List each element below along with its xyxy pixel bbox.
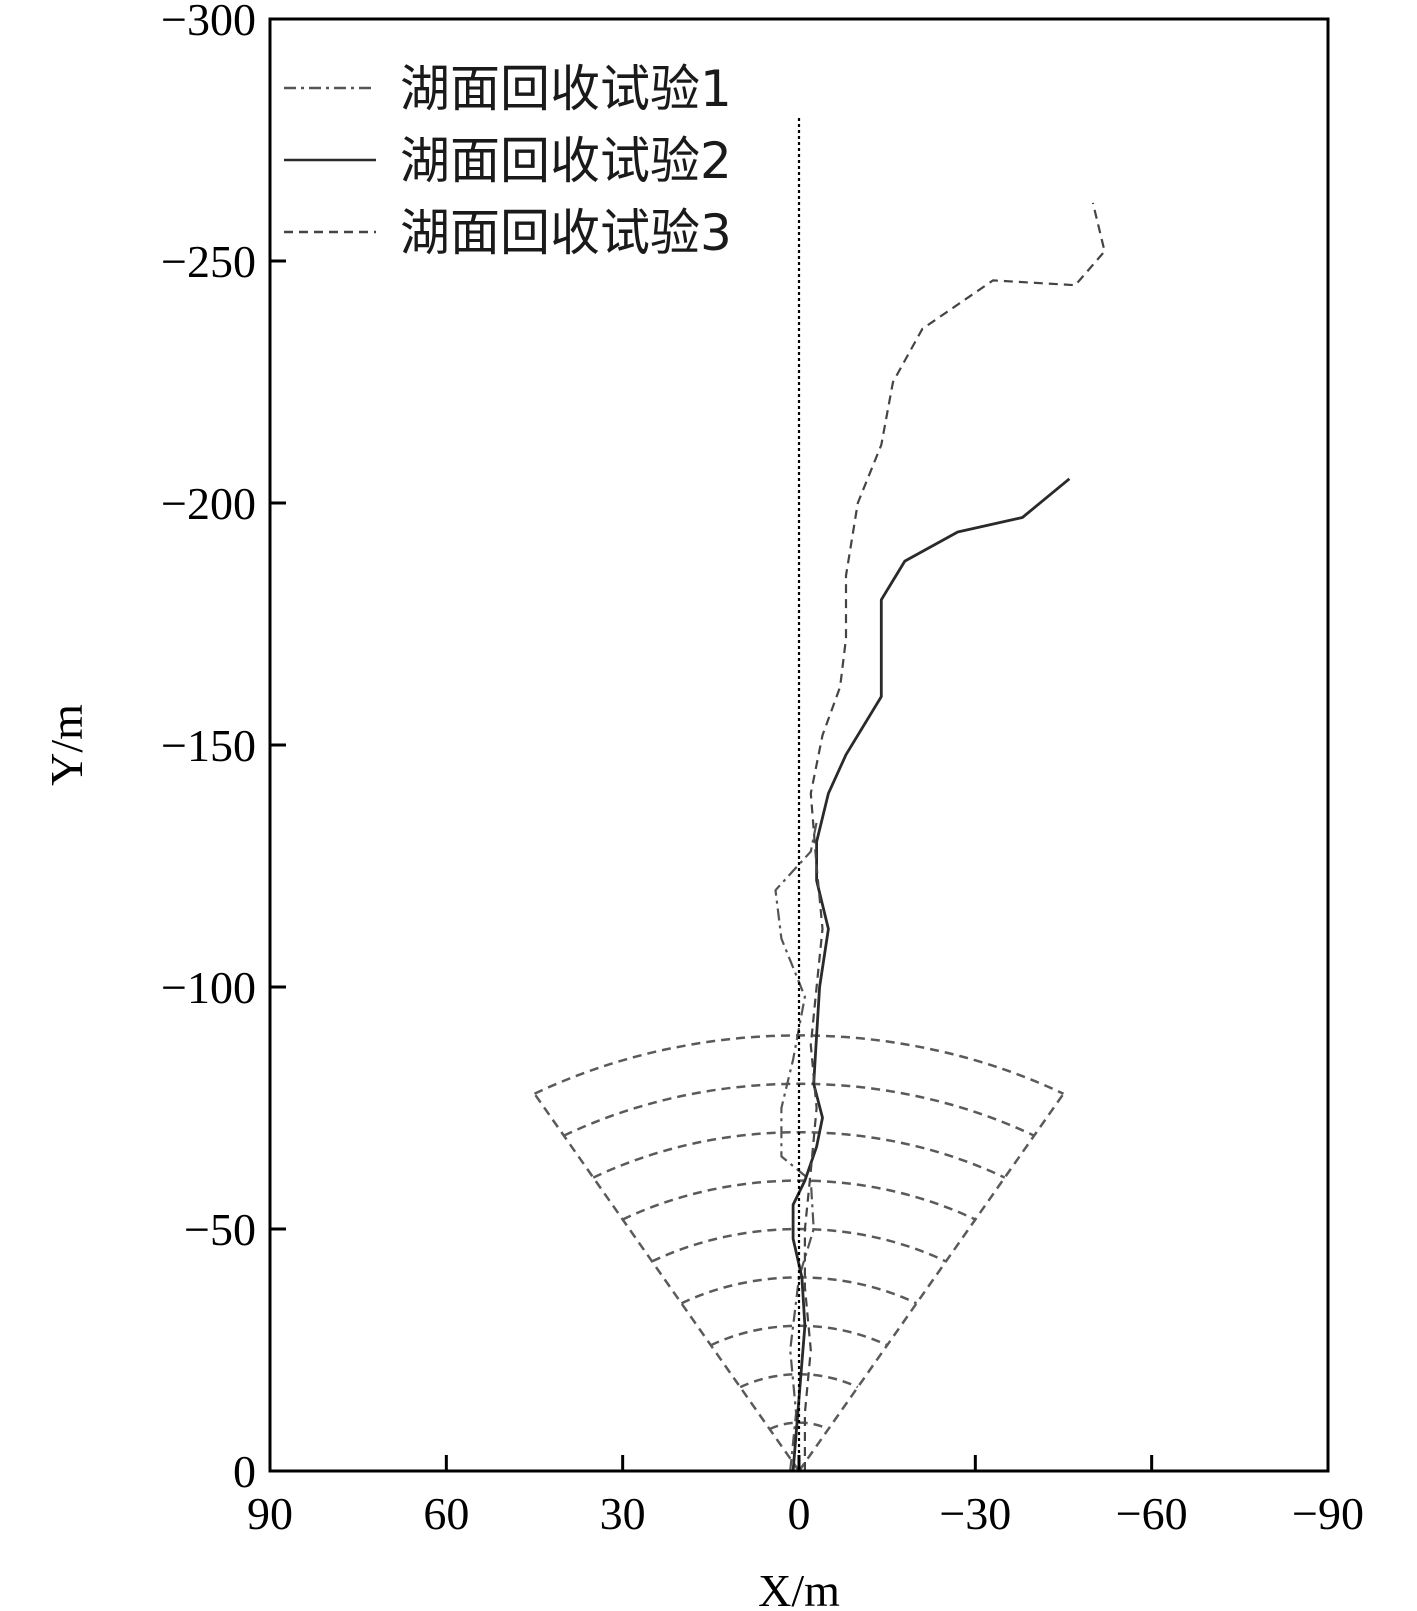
legend-label: 湖面回收试验3 [400,204,732,262]
legend-label: 湖面回收试验2 [400,132,732,190]
y-tick-label: −200 [161,478,256,529]
sector-arc [651,1227,947,1263]
legend: 湖面回收试验1 湖面回收试验2 湖面回收试验3 [284,60,732,262]
x-tick-label: 0 [788,1488,811,1539]
sector-edge [533,1093,801,1472]
series-line-3 [803,202,1106,1471]
x-tick-label: 90 [247,1488,293,1539]
series-line-1 [774,822,818,1472]
sector-arc [533,1034,1065,1095]
tick-layer: 90 60 30 0 −30 −60 −90 0 −50 −100 −150 −200 −250 −300 [161,0,1364,1539]
legend-label: 湖面回收试验1 [400,60,732,118]
x-tick-label: −60 [1116,1488,1188,1539]
series-layer [774,115,1106,1472]
x-tick-label: 60 [423,1488,469,1539]
y-tick-label: −250 [161,236,256,287]
series-line-2 [791,477,1071,1472]
x-tick-label: 30 [600,1488,646,1539]
y-tick-label: −300 [161,0,256,45]
y-tick-label: −50 [184,1204,256,1255]
y-axis-title: Y/m [41,704,92,786]
sector-arc [563,1082,1035,1137]
y-tick-label: −100 [161,962,256,1013]
y-tick-label: 0 [233,1446,256,1497]
x-tick-label: −90 [1292,1488,1364,1539]
x-tick-label: −30 [939,1488,1011,1539]
x-axis-title: X/m [758,1565,840,1611]
sector-edge [797,1093,1065,1472]
y-tick-label: −150 [161,720,256,771]
